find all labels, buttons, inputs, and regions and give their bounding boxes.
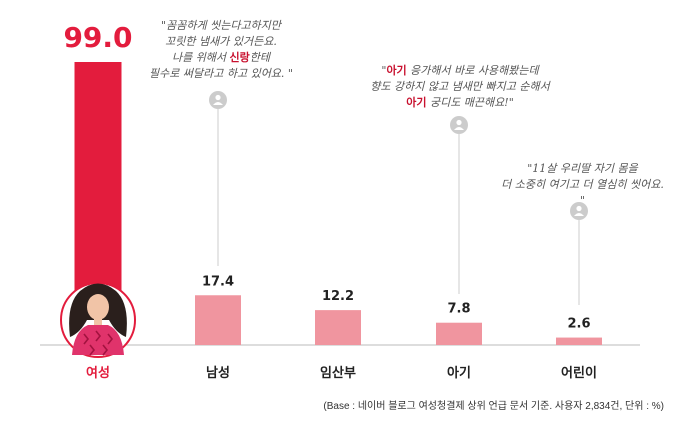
source-note: (Base : 네이버 블로그 여성청결제 상위 언급 문서 기준. 사용자 2… bbox=[323, 401, 664, 412]
highlight-word: 아기 bbox=[406, 96, 427, 109]
user-icon-body-0 bbox=[213, 102, 223, 105]
value-label-0: 99.0 bbox=[63, 21, 132, 54]
quote-1: "아기 응가해서 바로 사용해봤는데 향도 강하지 않고 냄새만 빠지고 순해서 아… bbox=[370, 64, 550, 109]
quote-2: "11살 우리딸 자기 몸을 더 소중히 여기고 더 열심히 씻어요. " bbox=[501, 162, 664, 207]
face-icon bbox=[87, 294, 109, 320]
bangs-icon bbox=[87, 290, 110, 300]
highlight-word: 신랑 bbox=[229, 51, 250, 64]
category-label-0: 여성 bbox=[86, 365, 110, 381]
bar-2 bbox=[315, 310, 361, 345]
value-label-4: 2.6 bbox=[567, 317, 590, 332]
bar-3 bbox=[436, 322, 482, 345]
quote-0: "꼼꼼하게 씻는다고하지만 꼬릿한 냄새가 있거든요. 나를 위해서 신랑한테 필수로… bbox=[149, 19, 293, 80]
category-label-2: 임산부 bbox=[320, 365, 356, 381]
user-icon-head-1 bbox=[456, 119, 462, 126]
bar-1 bbox=[195, 295, 241, 345]
value-label-1: 17.4 bbox=[202, 274, 234, 289]
user-icon-head-0 bbox=[215, 94, 221, 101]
dress-icon bbox=[72, 325, 124, 355]
bar-4 bbox=[556, 337, 602, 345]
category-label-3: 아기 bbox=[447, 365, 471, 381]
highlight-word: 아기 bbox=[386, 64, 407, 77]
value-label-3: 7.8 bbox=[447, 302, 470, 317]
category-label-1: 남성 bbox=[206, 365, 230, 381]
category-label-4: 어린이 bbox=[561, 365, 597, 381]
value-label-2: 12.2 bbox=[322, 289, 354, 304]
user-icon-body-2 bbox=[574, 213, 584, 216]
neck-icon bbox=[94, 318, 102, 325]
user-icon-head-2 bbox=[576, 205, 582, 212]
user-icon-body-1 bbox=[454, 127, 464, 130]
dress-pattern-icon bbox=[83, 330, 114, 356]
